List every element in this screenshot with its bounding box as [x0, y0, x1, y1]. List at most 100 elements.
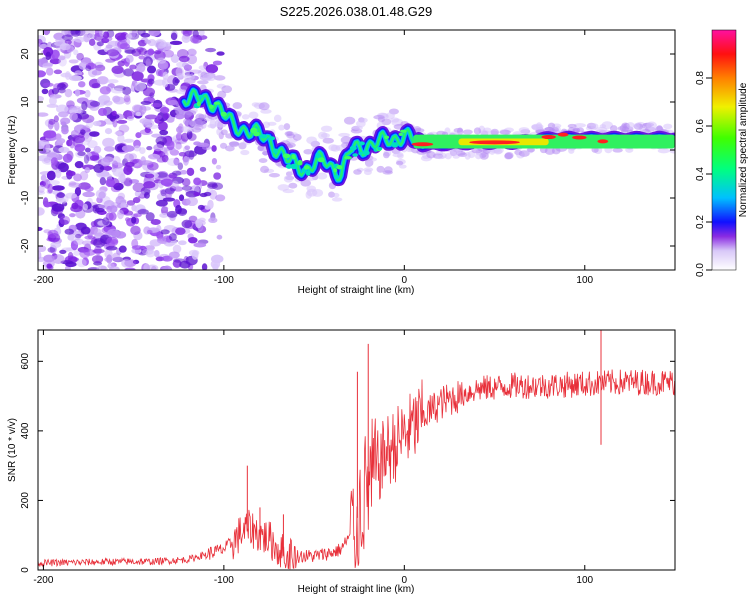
spectrogram-blob [118, 124, 130, 133]
spectrogram-xtick-label: 100 [576, 275, 593, 286]
spectrogram-halo [232, 102, 243, 109]
spectrogram-blob [121, 145, 135, 152]
spectrogram-halo [382, 151, 390, 159]
spectrogram-peak [469, 140, 520, 145]
snr-ytick-label: 600 [20, 353, 31, 370]
spectrogram-blob [124, 97, 131, 105]
spectrogram-halo [395, 160, 404, 166]
spectrogram-blob [73, 238, 84, 245]
spectrogram-blob [97, 107, 108, 116]
spectrogram-blob [145, 249, 156, 258]
spectrogram-blob [58, 146, 70, 153]
spectrogram-blob [61, 34, 74, 41]
spectrogram-blob [105, 245, 118, 251]
spectrogram-blob [104, 128, 113, 135]
spectrogram-halo [238, 142, 247, 150]
spectrogram-blob [143, 192, 150, 199]
spectrogram-blob [169, 40, 183, 45]
spectrogram-blob [133, 213, 142, 218]
spectrogram-xlabel: Height of straight line (km) [298, 285, 415, 296]
spectrogram-blob [112, 95, 121, 103]
spectrogram-halo [518, 127, 530, 133]
spectrogram-blob [131, 216, 137, 224]
spectrogram-blob [121, 258, 132, 268]
spectrogram-blob [61, 30, 69, 36]
spectrogram-hotspot [391, 142, 399, 148]
spectrogram-blob [137, 62, 146, 73]
spectrogram-blob [95, 64, 106, 72]
spectrogram-blob [56, 138, 66, 144]
spectrogram-halo [574, 123, 586, 128]
spectrogram-blob [139, 129, 153, 135]
spectrogram-halo [258, 158, 268, 163]
snr-series-line [38, 369, 675, 570]
spectrogram-halo [360, 117, 368, 123]
spectrogram-blob [216, 234, 223, 240]
spectrogram-ytick-label: -20 [20, 238, 31, 253]
spectrogram-blob [117, 198, 127, 204]
spectrogram-blob [212, 60, 223, 66]
spectrogram-halo [436, 154, 445, 160]
spectrogram-halo [306, 136, 318, 145]
spectrogram-blob [79, 248, 91, 259]
spectrogram-halo [617, 126, 627, 131]
spectrogram-halo [185, 120, 192, 125]
spectrogram-blob [161, 206, 169, 211]
spectrogram-blob [41, 88, 49, 95]
spectrogram-halo [363, 169, 372, 176]
spectrogram-hotspot [213, 101, 220, 105]
spectrogram-blob [186, 196, 198, 207]
spectrogram-blob [159, 129, 169, 136]
spectrogram-blob [103, 146, 115, 152]
spectrogram-blob [123, 177, 133, 187]
spectrogram-blob [123, 210, 134, 216]
spectrogram-blob [81, 100, 88, 111]
colorbar-tick-label: 0.2 [695, 215, 706, 229]
spectrogram-blob [101, 37, 110, 44]
spectrogram-blob [47, 183, 54, 194]
spectrogram-halo [286, 133, 296, 139]
spectrogram-blob [82, 191, 95, 198]
spectrogram-blob [38, 70, 47, 78]
spectrogram-blob [199, 166, 207, 172]
spectrogram-blob [87, 140, 98, 149]
spectrogram-blob [85, 62, 97, 70]
spectrogram-halo [181, 110, 192, 119]
snr-axes: -200 -100 0 100 0 200 400 600 [20, 330, 675, 586]
spectrogram-blob [88, 38, 96, 46]
spectrogram-blob [40, 174, 47, 182]
spectrogram-halo [343, 116, 356, 125]
spectrogram-halo [268, 172, 280, 178]
spectrogram-blob [74, 36, 85, 43]
spectrogram-blob [84, 147, 91, 153]
spectrogram-blob [69, 112, 78, 121]
spectrogram-blob [68, 59, 79, 64]
spectrogram-blob [140, 160, 153, 166]
spectrogram-halo [328, 144, 338, 152]
spectrogram-hotspot [272, 148, 279, 154]
spectrogram-blob [143, 263, 151, 270]
spectrogram-blob [117, 209, 125, 220]
spectrogram-blob [193, 177, 202, 186]
spectrogram-blob [99, 86, 111, 95]
spectrogram-blob [178, 194, 185, 202]
snr-xtick-label: -200 [33, 575, 53, 586]
spectrogram-blob [42, 62, 54, 67]
spectrogram-halo [260, 165, 270, 174]
spectrogram-blob [96, 76, 109, 85]
spectrogram-blob [111, 252, 121, 262]
spectrogram-blob [146, 65, 157, 74]
spectrogram-blob [162, 197, 175, 202]
spectrogram-blob [178, 55, 190, 63]
spectrogram-blob [172, 244, 182, 254]
spectrogram-blob [174, 144, 183, 150]
spectrogram-halo [490, 128, 500, 136]
spectrogram-blob [107, 263, 115, 269]
spectrogram-blob [168, 251, 180, 259]
spectrogram-blob [172, 77, 179, 86]
spectrogram-hotspot [352, 153, 359, 157]
spectrogram-halo [311, 188, 324, 197]
spectrogram-blob [126, 110, 136, 119]
